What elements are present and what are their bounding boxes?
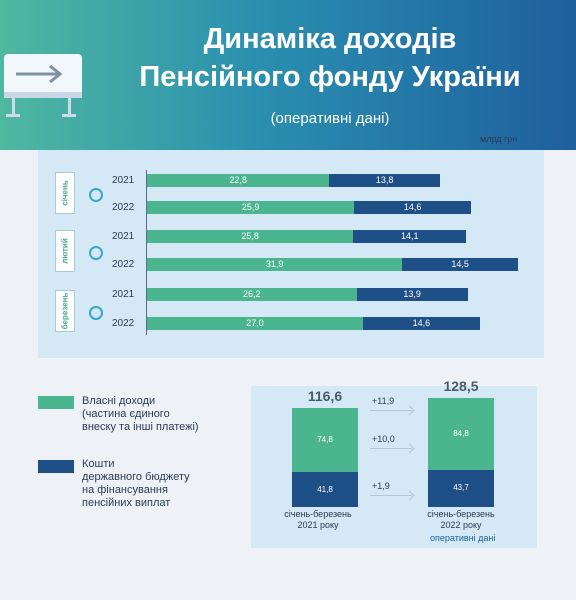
month-label: січень xyxy=(55,172,75,214)
difference-label: +11,9 xyxy=(372,396,395,406)
year-label: 2021 xyxy=(112,175,135,186)
bar-own-income: 22,8 xyxy=(147,174,330,187)
chart-axis xyxy=(146,170,147,335)
month-label-text: березень xyxy=(60,292,70,330)
year-label: 2021 xyxy=(112,231,135,242)
bar-own-income: 31,9 xyxy=(147,258,403,271)
bar-own-income: 26,2 xyxy=(147,288,357,301)
difference-arrow xyxy=(370,448,412,449)
page-title-line1: Динаміка доходів xyxy=(203,23,457,55)
legend-text-own: Власні доходи (частина єдиного внеску та… xyxy=(82,395,232,434)
month-label: лютий xyxy=(55,230,75,272)
bar-own-income: 25,8 xyxy=(147,230,354,243)
difference-arrow xyxy=(370,495,412,496)
legend-line: Кошти xyxy=(82,458,115,470)
year-label: 2022 xyxy=(112,259,135,270)
year-label: 2022 xyxy=(112,202,135,213)
refresh-circle-icon xyxy=(89,188,103,202)
page-subtitle: (оперативні дані) xyxy=(270,110,390,127)
legend-swatch-own xyxy=(38,396,74,409)
year-label: 2021 xyxy=(112,289,135,300)
column-total-label: 116,6 xyxy=(307,388,343,405)
unit-label: млрд грн xyxy=(480,134,518,144)
bar-state-budget: 13,9 xyxy=(356,288,468,301)
month-label-text: січень xyxy=(60,180,70,206)
month-label: березень xyxy=(55,290,75,332)
category-line: 2021 року xyxy=(297,520,339,530)
refresh-circle-icon xyxy=(89,246,103,260)
column-own-income: 74,8 xyxy=(292,408,358,472)
category-label-2022: січень-березень 2022 року xyxy=(406,509,516,531)
legend-line: державного бюджету xyxy=(82,471,190,483)
bar-own-income: 25,9 xyxy=(147,201,355,214)
legend-line: пенсійних виплат xyxy=(82,497,171,509)
bar-state-budget: 14,6 xyxy=(354,201,471,214)
page-title-line2: Пенсійного фонду України xyxy=(139,61,521,93)
bar-own-income: 27,0 xyxy=(147,317,363,330)
bar-state-budget: 13,8 xyxy=(329,174,440,187)
legend-line: (частина єдиного xyxy=(82,408,170,420)
legend-swatch-state xyxy=(38,460,74,473)
difference-label: +10,0 xyxy=(372,434,395,444)
column-total-label: 128,5 xyxy=(443,378,479,395)
legend-line: внеску та інші платежі) xyxy=(82,421,199,433)
signboard-arrow-icon xyxy=(4,54,82,117)
operational-data-note: оперативні дані xyxy=(430,533,496,543)
category-label-2021: січень-березень 2021 року xyxy=(263,509,373,531)
column-state-budget: 43,7 xyxy=(428,470,494,507)
header-banner: Динаміка доходів Пенсійного фонду Україн… xyxy=(0,0,576,150)
column-own-income: 84,8 xyxy=(428,398,494,471)
category-line: січень-березень xyxy=(284,509,352,519)
month-label-text: лютий xyxy=(60,238,70,264)
category-line: 2022 року xyxy=(440,520,482,530)
difference-label: +1,9 xyxy=(372,481,390,491)
refresh-circle-icon xyxy=(89,306,103,320)
bar-state-budget: 14,5 xyxy=(402,258,519,271)
column-state-budget: 41,8 xyxy=(292,471,358,507)
legend-line: на фінансування xyxy=(82,484,168,496)
legend-line: Власні доходи xyxy=(82,395,156,407)
year-label: 2022 xyxy=(112,318,135,329)
difference-arrow xyxy=(370,410,412,411)
bar-state-budget: 14,1 xyxy=(353,230,467,243)
bar-state-budget: 14,6 xyxy=(363,317,480,330)
legend-text-state: Кошти державного бюджету на фінансування… xyxy=(82,458,232,510)
category-line: січень-березень xyxy=(427,509,495,519)
